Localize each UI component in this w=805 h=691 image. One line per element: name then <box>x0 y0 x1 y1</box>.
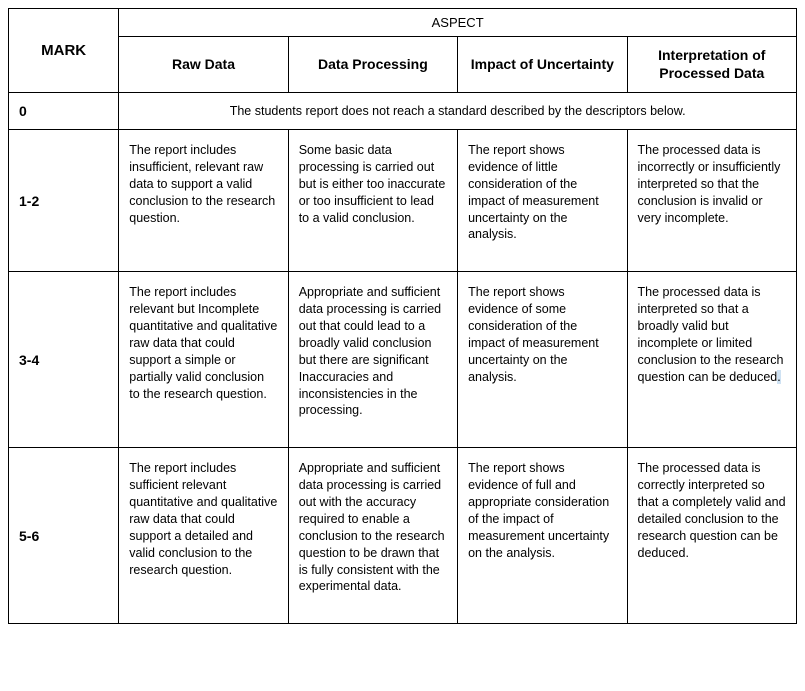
descriptor-cell: The students report does not reach a sta… <box>119 93 797 130</box>
mark-cell: 5-6 <box>9 448 119 624</box>
text-selection: . <box>777 370 780 384</box>
table-row: 3-4The report includes relevant but Inco… <box>9 272 797 448</box>
mark-cell: 0 <box>9 93 119 130</box>
descriptor-cell: The processed data is interpreted so tha… <box>627 272 796 448</box>
descriptor-cell: The report shows evidence of some consid… <box>458 272 627 448</box>
descriptor-cell: The report includes insufficient, releva… <box>119 130 288 272</box>
col-header-data-processing: Data Processing <box>288 37 457 93</box>
aspect-header: ASPECT <box>119 9 797 37</box>
descriptor-cell: The report includes relevant but Incompl… <box>119 272 288 448</box>
mark-cell: 3-4 <box>9 272 119 448</box>
descriptor-cell: The processed data is incorrectly or ins… <box>627 130 796 272</box>
rubric-table: MARK ASPECT Raw Data Data Processing Imp… <box>8 8 797 624</box>
table-row: 5-6The report includes sufficient releva… <box>9 448 797 624</box>
rubric-body: 0The students report does not reach a st… <box>9 93 797 624</box>
table-row: 1-2The report includes insufficient, rel… <box>9 130 797 272</box>
col-header-impact-uncertainty: Impact of Uncertainty <box>458 37 627 93</box>
descriptor-cell: The processed data is correctly interpre… <box>627 448 796 624</box>
mark-cell: 1-2 <box>9 130 119 272</box>
descriptor-cell: The report shows evidence of full and ap… <box>458 448 627 624</box>
descriptor-cell: The report includes sufficient relevant … <box>119 448 288 624</box>
table-row: 0The students report does not reach a st… <box>9 93 797 130</box>
col-header-interpretation: Interpretation of Processed Data <box>627 37 796 93</box>
descriptor-cell: Appropriate and sufficient data processi… <box>288 448 457 624</box>
descriptor-cell: The report shows evidence of little cons… <box>458 130 627 272</box>
mark-header: MARK <box>9 9 119 93</box>
col-header-raw-data: Raw Data <box>119 37 288 93</box>
descriptor-cell: Appropriate and sufficient data processi… <box>288 272 457 448</box>
descriptor-cell: Some basic data processing is carried ou… <box>288 130 457 272</box>
